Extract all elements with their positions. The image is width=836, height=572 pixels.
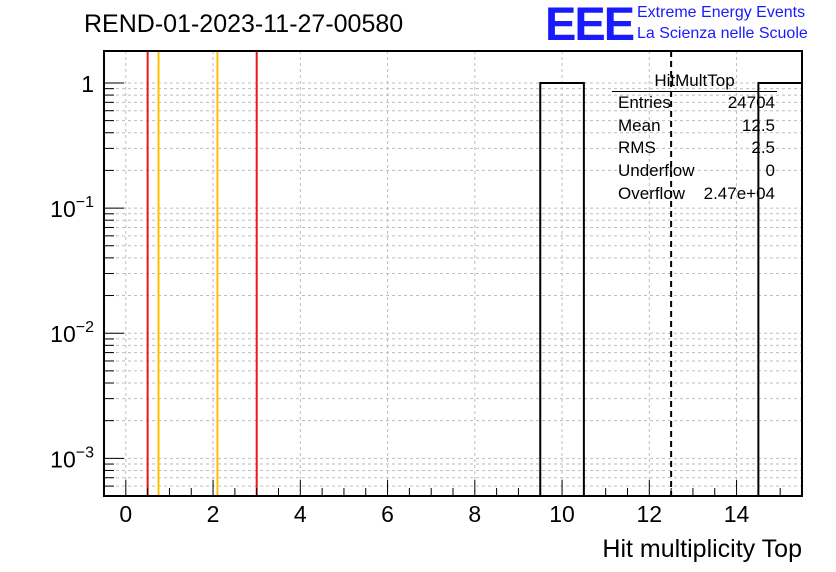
- x-tick-label: 10: [549, 501, 575, 527]
- stats-label: Overflow: [618, 184, 686, 203]
- y-tick-label: 1: [81, 71, 94, 97]
- reference-lines: [146, 51, 673, 496]
- x-tick-label: 6: [381, 501, 394, 527]
- stats-value: 2.47e+04: [703, 184, 775, 203]
- stats-title: HitMultTop: [654, 71, 735, 90]
- x-tick-label: 0: [119, 501, 132, 527]
- stats-separator: [612, 91, 777, 92]
- y-tick-label: 10−3: [50, 444, 94, 472]
- histogram-bin: [539, 81, 585, 496]
- x-axis-label: Hit multiplicity Top: [602, 535, 802, 563]
- logo-subtitle-line1: Extreme Energy Events: [637, 4, 806, 21]
- stats-label: RMS: [618, 138, 656, 157]
- stats-row-underflow: Underflow 0: [618, 161, 775, 183]
- stats-label: Underflow: [618, 161, 695, 180]
- x-axis-ticks: 0 2 4 6 8 10 12 14: [119, 480, 781, 527]
- x-tick-label: 4: [294, 501, 307, 527]
- stats-value: 2.5: [751, 138, 775, 157]
- stats-row-rms: RMS 2.5: [618, 138, 775, 160]
- x-tick-label: 8: [468, 501, 481, 527]
- stats-label: Entries: [618, 93, 671, 112]
- x-tick-label: 14: [724, 501, 750, 527]
- grid-layer: [104, 51, 802, 497]
- run-title: REND-01-2023-11-27-00580: [84, 10, 404, 38]
- stats-label: Mean: [618, 116, 661, 135]
- x-tick-label: 2: [207, 501, 220, 527]
- stats-value: 0: [765, 161, 775, 180]
- stats-row-entries: Entries 24704: [618, 93, 775, 115]
- stats-row-overflow: Overflow 2.47e+04: [618, 184, 775, 206]
- y-axis-ticks: 1 10−1 10−2 10−3: [50, 71, 124, 497]
- eee-logo: EEE: [545, 0, 635, 50]
- stats-box: HitMultTop Entries 24704 Mean 12.5 RMS 2…: [612, 71, 777, 205]
- logo-subtitle-line2: La Scienza nelle Scuole: [637, 25, 808, 42]
- y-tick-label: 10−2: [50, 319, 94, 347]
- stats-value: 12.5: [741, 116, 775, 135]
- stats-row-mean: Mean 12.5: [618, 116, 775, 138]
- y-tick-label: 10−1: [50, 194, 94, 222]
- x-tick-label: 12: [637, 501, 663, 527]
- stats-value: 24704: [727, 93, 775, 112]
